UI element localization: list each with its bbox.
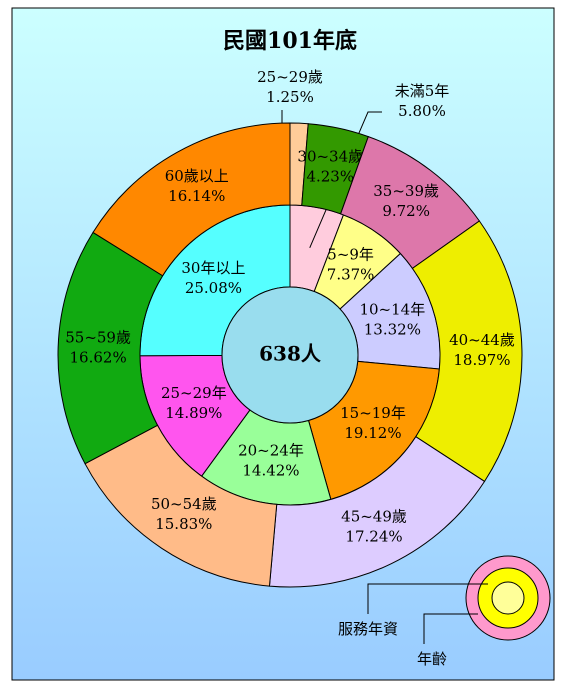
- segment-label: 50~54歲: [151, 495, 217, 513]
- segment-label: 30年以上: [181, 259, 245, 277]
- segment-label: 20~24年: [238, 441, 304, 459]
- value-label: 14.89%: [165, 404, 222, 422]
- value-label: 14.42%: [242, 461, 299, 479]
- value-label: 7.37%: [327, 266, 375, 284]
- segment-label: 5~9年: [327, 246, 374, 264]
- value-label: 4.23%: [306, 167, 354, 185]
- center-label: 638人: [259, 342, 322, 366]
- segment-label: 15~19年: [340, 404, 406, 422]
- value-label: 5.80%: [398, 102, 446, 120]
- value-label: 1.25%: [266, 88, 314, 106]
- value-label: 19.12%: [344, 424, 401, 442]
- chart-title: 民國101年底: [223, 28, 357, 54]
- segment-label: 25~29歲: [257, 68, 323, 86]
- segment-label: 35~39歲: [373, 182, 439, 200]
- segment-label: 55~59歲: [65, 328, 131, 346]
- segment-label: 30~34歲: [297, 147, 363, 165]
- value-label: 17.24%: [345, 528, 402, 546]
- center-circle: [221, 286, 359, 424]
- value-label: 25.08%: [185, 279, 242, 297]
- value-label: 15.83%: [155, 515, 212, 533]
- segment-label: 40~44歲: [449, 331, 515, 349]
- value-label: 9.72%: [382, 202, 430, 220]
- donut-segment: [92, 122, 291, 277]
- value-label: 16.14%: [168, 187, 225, 205]
- value-label: 16.62%: [70, 348, 127, 366]
- segment-label: 10~14年: [359, 301, 425, 319]
- segment-label: 25~29年: [161, 384, 227, 402]
- legend-label: 年齡: [417, 650, 447, 668]
- legend-label: 服務年資: [338, 620, 398, 638]
- segment-label: 未滿5年: [395, 82, 450, 100]
- value-label: 18.97%: [453, 351, 510, 369]
- segment-label: 60歲以上: [165, 167, 229, 185]
- value-label: 13.32%: [364, 321, 421, 339]
- segment-label: 45~49歲: [341, 508, 407, 526]
- legend-icon: [367, 555, 551, 644]
